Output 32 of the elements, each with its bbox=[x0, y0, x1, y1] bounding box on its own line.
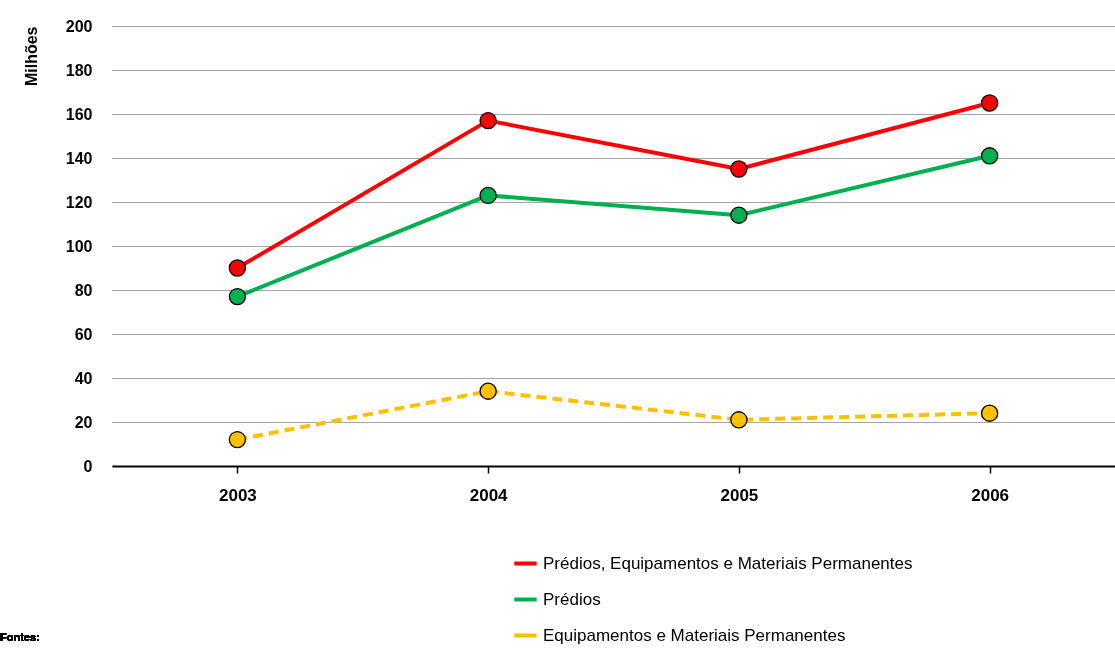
point bbox=[980, 404, 999, 422]
point bbox=[980, 147, 999, 165]
y-axis-title: Milhões bbox=[22, 26, 40, 87]
y-tick-label: 120 bbox=[65, 193, 93, 211]
x-tick-label: 2004 bbox=[469, 485, 509, 505]
y-tick-label: 200 bbox=[65, 17, 93, 35]
point bbox=[228, 259, 247, 277]
text: Fontes: bbox=[0, 631, 40, 643]
y-tick-label: 80 bbox=[74, 281, 93, 299]
x-tick-label: 2003 bbox=[218, 485, 257, 505]
y-tick-label: 160 bbox=[65, 105, 93, 123]
y-tick-label: 100 bbox=[65, 237, 93, 255]
x-tick-label: 2005 bbox=[720, 485, 759, 505]
legend-label: Prédios bbox=[543, 589, 601, 609]
point bbox=[730, 411, 748, 429]
point bbox=[479, 111, 497, 130]
legend-label: Prédios, Equipamentos e Materiais Permanentes bbox=[543, 553, 913, 573]
point bbox=[730, 160, 748, 178]
x-tick-label: 2006 bbox=[971, 485, 1010, 505]
legend-label: Equipamentos e Materiais Permanentes bbox=[543, 625, 846, 645]
point bbox=[228, 430, 247, 449]
point bbox=[980, 94, 999, 112]
y-tick-label: 20 bbox=[74, 413, 93, 431]
y-tick-label: 180 bbox=[65, 61, 93, 79]
point bbox=[730, 206, 748, 224]
y-tick-label: 40 bbox=[74, 369, 93, 387]
point bbox=[228, 287, 247, 306]
y-tick-label: 0 bbox=[83, 457, 93, 475]
point bbox=[479, 382, 497, 400]
y-tick-label: 60 bbox=[74, 325, 93, 343]
point bbox=[479, 186, 497, 205]
y-tick-label: 140 bbox=[65, 149, 93, 167]
